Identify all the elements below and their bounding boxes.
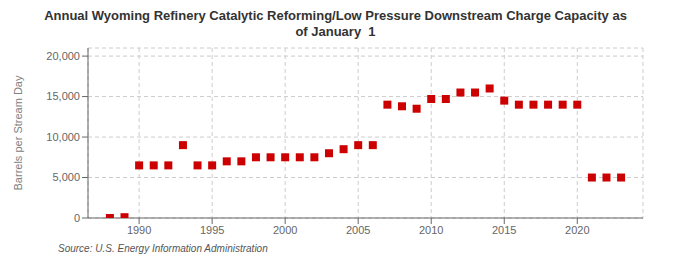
svg-text:20,000: 20,000 — [46, 50, 80, 62]
svg-text:1990: 1990 — [127, 224, 151, 236]
svg-text:0: 0 — [74, 212, 80, 224]
html-text:Annual Wyoming Refinery Cataly: Annual Wyoming Refinery Catalytic Reform… — [44, 8, 627, 39]
svg-text:15,000: 15,000 — [46, 90, 80, 102]
svg-text:2010: 2010 — [419, 224, 443, 236]
svg-text:1995: 1995 — [200, 224, 224, 236]
svg-text:2000: 2000 — [273, 224, 297, 236]
svg-text:10,000: 10,000 — [46, 131, 80, 143]
svg-text:2020: 2020 — [565, 224, 589, 236]
html-text:Source: U.S. Energy Informatio: Source: U.S. Energy Information Administ… — [58, 243, 268, 254]
svg-text:5,000: 5,000 — [52, 171, 80, 183]
svg-text:2015: 2015 — [492, 224, 516, 236]
svg-text:Barrels per Stream Day: Barrels per Stream Day — [12, 75, 24, 190]
svg-text:2005: 2005 — [346, 224, 370, 236]
